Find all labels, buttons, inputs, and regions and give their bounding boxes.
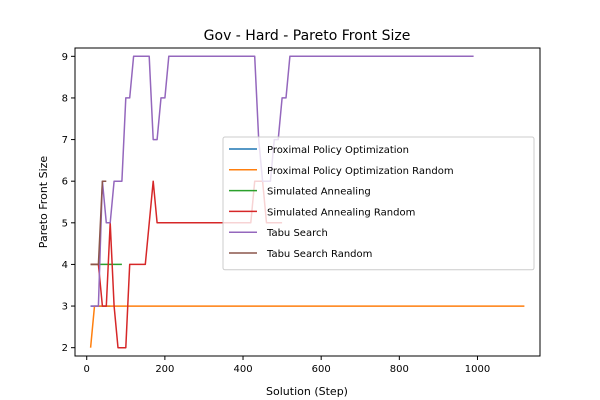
legend-label-2: Simulated Annealing xyxy=(267,187,371,198)
y-tick-label-2: 4 xyxy=(62,260,68,271)
legend-label-3: Simulated Annealing Random xyxy=(267,207,415,218)
y-tick-label-6: 8 xyxy=(62,93,68,104)
legend: Proximal Policy Optimization Proximal Pol… xyxy=(222,136,535,271)
chart-title: Gov - Hard - Pareto Front Size xyxy=(204,28,411,44)
plot-frame xyxy=(74,47,541,357)
legend-label-1: Proximal Policy Optimization Random xyxy=(267,166,454,177)
legend-label-4: Tabu Search xyxy=(266,228,328,239)
series-line-5 xyxy=(90,180,107,266)
y-tick-label-4: 6 xyxy=(62,177,68,188)
x-tick-label-0: 0 xyxy=(84,364,90,375)
x-tick-label-4: 800 xyxy=(390,364,409,375)
x-tick-label-5: 1000 xyxy=(465,364,490,375)
y-tick-label-5: 7 xyxy=(62,135,68,146)
y-axis-label: Pareto Front Size xyxy=(37,156,50,249)
series-line-1 xyxy=(89,305,525,348)
legend-label-5: Tabu Search Random xyxy=(266,249,372,260)
y-tick-label-0: 2 xyxy=(62,343,68,354)
y-tick-label-1: 3 xyxy=(62,302,68,313)
x-tick-label-1: 200 xyxy=(155,364,174,375)
x-axis: 0 200 400 600 800 1000 xyxy=(84,356,490,375)
legend-box xyxy=(222,136,535,271)
legend-label-0: Proximal Policy Optimization xyxy=(267,145,409,156)
x-tick-label-2: 400 xyxy=(233,364,252,375)
y-tick-label-3: 5 xyxy=(62,218,68,229)
y-tick-label-7: 9 xyxy=(62,52,68,63)
y-axis: 2 3 4 5 6 7 8 9 xyxy=(62,52,75,354)
x-tick-label-3: 600 xyxy=(312,364,331,375)
x-axis-label: Solution (Step) xyxy=(266,385,348,398)
